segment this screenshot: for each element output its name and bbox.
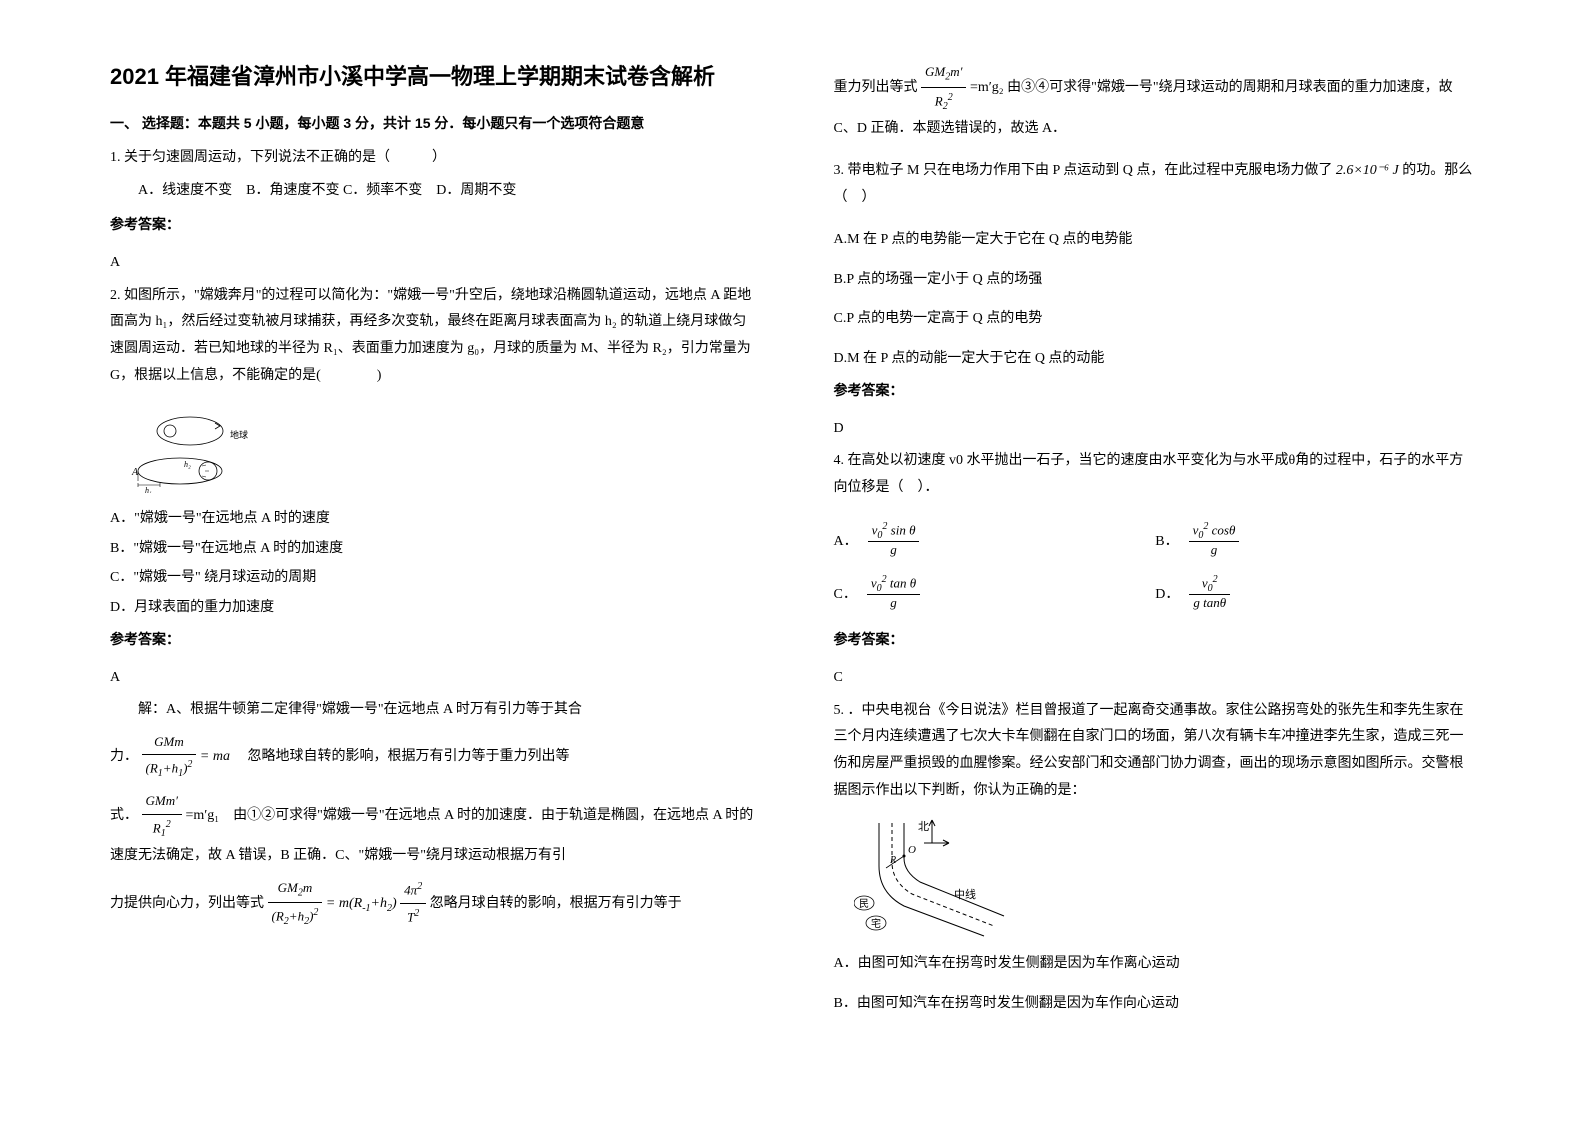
q3-optD: D.M 在 P 点的动能一定大于它在 Q 点的动能 (834, 346, 1478, 373)
svg-text:h₁: h₁ (145, 486, 152, 493)
q2-cont-prefix: 重力列出等式 (834, 80, 918, 95)
q2-sol4-prefix: 力提供向心力，列出等式 (110, 896, 264, 911)
q4-optD: D． v02 g tanθ (1155, 566, 1477, 619)
q4-optB-formula: v02 cosθ g (1189, 521, 1240, 558)
q2-optA: A．"嫦娥一号"在远地点 A 时的速度 (110, 506, 754, 533)
q4-options: A． v02 sin θ g B． v02 cosθ g C． v02 tan … (834, 513, 1478, 619)
orbit-diagram: 地球 A h₁ h₂ (130, 403, 754, 498)
svg-text:地球: 地球 (230, 429, 248, 440)
q2-answer-label: 参考答案： (110, 629, 754, 649)
formula-1-eq: = ma (200, 749, 230, 764)
q1-text: 1. 关于匀速圆周运动，下列说法不正确的是（ ） (110, 145, 754, 172)
q4-optC: C． v02 tan θ g (834, 566, 1156, 619)
formula-2: GMm′ R12 (142, 789, 182, 843)
q2-optC: C．"嫦娥一号" 绕月球运动的周期 (110, 565, 754, 592)
q3-text: 3. 带电粒子 M 只在电场力作用下由 P 点运动到 Q 点，在此过程中克服电场… (834, 158, 1478, 211)
q2-sol2-prefix: 力． (110, 749, 138, 764)
road-diagram: 北 O R 中线 民 宅 (854, 818, 1478, 943)
min-label: 民 (859, 898, 869, 910)
R-label: R (889, 855, 896, 866)
q4-answer: C (834, 665, 1478, 692)
q1-options: A．线速度不变 B．角速度不变 C．频率不变 D．周期不变 (110, 178, 754, 205)
q2-optD: D．月球表面的重力加速度 (110, 595, 754, 622)
q4-optD-label: D． (1155, 583, 1179, 603)
q3-optA: A.M 在 P 点的电势能一定大于它在 Q 点的电势能 (834, 227, 1478, 254)
q4-optA-label: A． (834, 530, 858, 550)
q2-optB: B．"嫦娥一号"在远地点 A 时的加速度 (110, 536, 754, 563)
q2-sol4-suffix: 忽略月球自转的影响，根据万有引力等于 (430, 896, 682, 911)
q2-sol3-suffix: =m′g₁ 由①②可求得"嫦娥一号"在远地点 A 时的加速度．由于轨道是椭圆，在… (110, 808, 753, 863)
q5-optB: B．由图可知汽车在拐弯时发生侧翻是因为车作向心运动 (834, 991, 1478, 1018)
O-label: O (908, 844, 916, 856)
q3-optC: C.P 点的电势一定高于 Q 点的电势 (834, 306, 1478, 333)
q3-answer: D (834, 416, 1478, 443)
q2-sol2-suffix: 忽略地球自转的影响，根据万有引力等于重力列出等 (247, 749, 569, 764)
section-1-header: 一、 选择题：本题共 5 小题，每小题 3 分，共计 15 分．每小题只有一个选… (110, 113, 754, 133)
q5-text: 5. ．中央电视台《今日说法》栏目曾报道了一起离奇交通事故。家住公路拐弯处的张先… (834, 698, 1478, 804)
q4-optA-formula: v02 sin θ g (868, 521, 920, 558)
left-column: 2021 年福建省漳州市小溪中学高一物理上学期期末试卷含解析 一、 选择题：本题… (110, 60, 794, 1082)
formula-3-eq: = m(R-1+h2) (326, 896, 397, 911)
q3-text1: 3. 带电粒子 M 只在电场力作用下由 P 点运动到 Q 点，在此过程中克服电场… (834, 163, 1333, 178)
q2-cont: 重力列出等式 GM2m′ R22 =m′g₂ 由③④可求得"嫦娥一号"绕月球运动… (834, 60, 1478, 142)
q4-optC-label: C． (834, 583, 857, 603)
q2-answer: A (110, 665, 754, 692)
north-label: 北 (918, 820, 929, 833)
q3-answer-label: 参考答案： (834, 380, 1478, 400)
q4-optB-label: B． (1155, 530, 1178, 550)
q2-sol1: 解：A、根据牛顿第二定律得"嫦娥一号"在远地点 A 时万有引力等于其合 (110, 697, 754, 724)
formula-3b: 4π2 T2 (400, 877, 426, 930)
q2-sol3: 式． GMm′ R12 =m′g₁ 由①②可求得"嫦娥一号"在远地点 A 时的加… (110, 789, 754, 869)
q5-optA: A．由图可知汽车在拐弯时发生侧翻是因为车作离心运动 (834, 951, 1478, 978)
formula-1: GMm (R1+h1)2 (142, 730, 197, 784)
q4-answer-label: 参考答案： (834, 629, 1478, 649)
q4-optC-formula: v02 tan θ g (867, 574, 920, 611)
svg-text:h₂: h₂ (184, 460, 191, 469)
formula-3: GM2m (R2+h2)2 (268, 876, 323, 932)
right-column: 重力列出等式 GM2m′ R22 =m′g₂ 由③④可求得"嫦娥一号"绕月球运动… (794, 60, 1478, 1082)
q1-answer-label: 参考答案： (110, 214, 754, 234)
formula-4: GM2m′ R22 (921, 60, 966, 116)
q2-sol2: 力． GMm (R1+h1)2 = ma 忽略地球自转的影响，根据万有引力等于重… (110, 730, 754, 784)
zhai-label: 宅 (871, 917, 881, 930)
q4-optB: B． v02 cosθ g (1155, 513, 1477, 566)
exam-title: 2021 年福建省漳州市小溪中学高一物理上学期期末试卷含解析 (110, 60, 754, 93)
q3-exp: 2.6×10⁻⁶ J (1336, 163, 1399, 178)
q4-optA: A． v02 sin θ g (834, 513, 1156, 566)
q1-answer: A (110, 250, 754, 277)
centerline-label: 中线 (954, 887, 976, 901)
q2-sol4: 力提供向心力，列出等式 GM2m (R2+h2)2 = m(R-1+h2) 4π… (110, 876, 754, 932)
q4-text: 4. 在高处以初速度 v0 水平抛出一石子，当它的速度由水平变化为与水平成θ角的… (834, 448, 1478, 501)
q2-text: 2. 如图所示，"嫦娥奔月"的过程可以简化为："嫦娥一号"升空后，绕地球沿椭圆轨… (110, 283, 754, 389)
q4-optD-formula: v02 g tanθ (1189, 574, 1230, 611)
q3-optB: B.P 点的场强一定小于 Q 点的场强 (834, 267, 1478, 294)
q2-sol3-prefix: 式． (110, 808, 138, 823)
